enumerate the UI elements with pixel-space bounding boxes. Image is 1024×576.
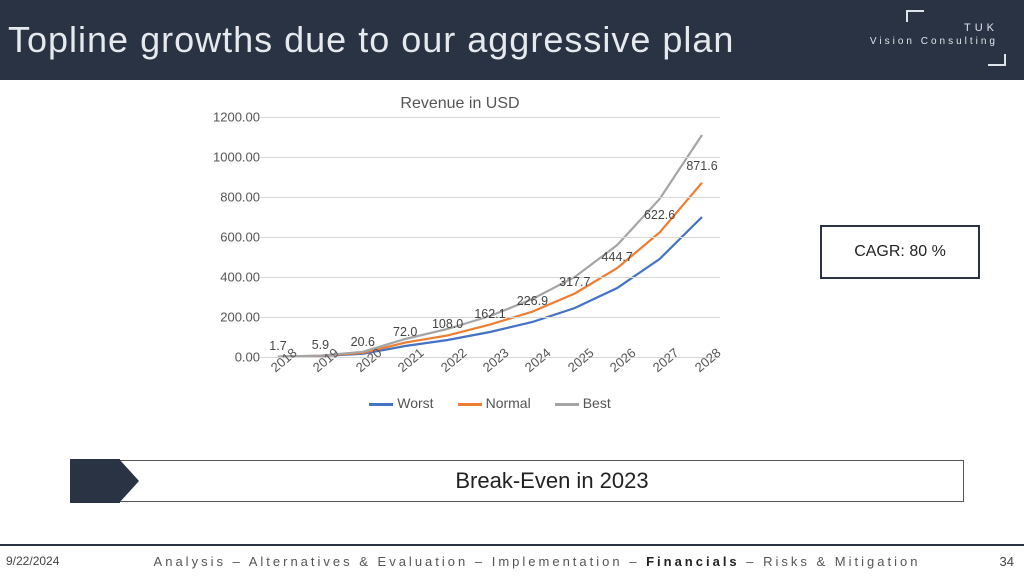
chart-x-tick: 2018 [259, 345, 299, 382]
legend-label: Normal [486, 395, 531, 411]
chart-data-label: 317.7 [559, 275, 590, 289]
chart-x-tick: 2020 [344, 345, 384, 382]
chart-y-tick: 1000.00 [205, 150, 260, 165]
logo-text-primary: TUK [964, 22, 998, 34]
chart-y-tick: 1200.00 [205, 110, 260, 125]
legend-item-normal: Normal [458, 395, 531, 411]
page-number: 34 [984, 554, 1024, 569]
breadcrumb-item: Financials [646, 554, 740, 569]
chart-gridline [260, 157, 720, 158]
chart-x-tick: 2024 [514, 345, 554, 382]
chart-plot-area: 0.00200.00400.00600.00800.001000.001200.… [200, 117, 720, 357]
chart-y-tick: 400.00 [205, 270, 260, 285]
chart-x-tick: 2025 [556, 345, 596, 382]
breadcrumb-separator: – [740, 554, 763, 569]
breadcrumb-item: Alternatives & Evaluation [249, 554, 469, 569]
chart-legend: Worst Normal Best [260, 395, 720, 411]
legend-label: Best [583, 395, 611, 411]
breadcrumb-item: Risks & Mitigation [763, 554, 920, 569]
chart-x-tick: 2027 [641, 345, 681, 382]
chart-x-tick: 2021 [387, 345, 427, 382]
slide-footer: 9/22/2024 Analysis – Alternatives & Eval… [0, 546, 1024, 576]
brand-logo: TUK Vision Consulting [866, 10, 1006, 66]
chart-series-best [278, 135, 702, 357]
chart-gridline [260, 117, 720, 118]
chart-y-tick: 600.00 [205, 230, 260, 245]
chart-x-tick: 2022 [429, 345, 469, 382]
legend-item-best: Best [555, 395, 611, 411]
logo-corner-icon [988, 54, 1006, 66]
logo-corner-icon [906, 10, 924, 22]
footer-date: 9/22/2024 [0, 554, 90, 568]
legend-item-worst: Worst [369, 395, 433, 411]
chart-data-label: 162.1 [474, 307, 505, 321]
chart-data-label: 226.9 [517, 294, 548, 308]
chart-x-tick: 2026 [599, 345, 639, 382]
breadcrumb-separator: – [468, 554, 491, 569]
logo-text-secondary: Vision Consulting [870, 36, 998, 47]
chart-gridline [260, 237, 720, 238]
chart-gridline [260, 197, 720, 198]
breadcrumb-separator: – [623, 554, 646, 569]
slide-header: Topline growths due to our aggressive pl… [0, 0, 1024, 80]
chart-x-tick: 2023 [471, 345, 511, 382]
legend-swatch-icon [458, 403, 482, 406]
legend-swatch-icon [369, 403, 393, 406]
breadcrumb-separator: – [226, 554, 249, 569]
chart-y-tick: 800.00 [205, 190, 260, 205]
chart-series-normal [278, 183, 702, 357]
chart-data-label: 871.6 [686, 159, 717, 173]
chart-title: Revenue in USD [200, 95, 720, 113]
revenue-chart: Revenue in USD 0.00 200.00 400.00 600.00 800… [200, 95, 720, 425]
breadcrumb: Analysis – Alternatives & Evaluation – I… [90, 554, 984, 569]
chart-x-axis: 2018201920202021202220232024202520262027… [260, 335, 720, 375]
chart-x-tick: 2019 [302, 345, 342, 382]
chart-y-tick: 0.00 [205, 350, 260, 365]
cagr-box: CAGR: 80 % [820, 225, 980, 279]
legend-swatch-icon [555, 403, 579, 406]
arrow-icon [71, 460, 141, 502]
chart-x-tick: 2028 [683, 345, 723, 382]
breakeven-callout: Break-Even in 2023 [70, 460, 964, 502]
breadcrumb-item: Implementation [492, 554, 623, 569]
slide-title: Topline growths due to our aggressive pl… [8, 21, 734, 59]
breakeven-text: Break-Even in 2023 [141, 468, 963, 494]
chart-y-tick: 200.00 [205, 310, 260, 325]
chart-gridline [260, 277, 720, 278]
chart-data-label: 108.0 [432, 317, 463, 331]
legend-label: Worst [397, 395, 433, 411]
chart-data-label: 622.6 [644, 208, 675, 222]
cagr-label: CAGR: 80 % [854, 243, 946, 261]
breadcrumb-item: Analysis [154, 554, 226, 569]
chart-data-label: 444.7 [602, 250, 633, 264]
